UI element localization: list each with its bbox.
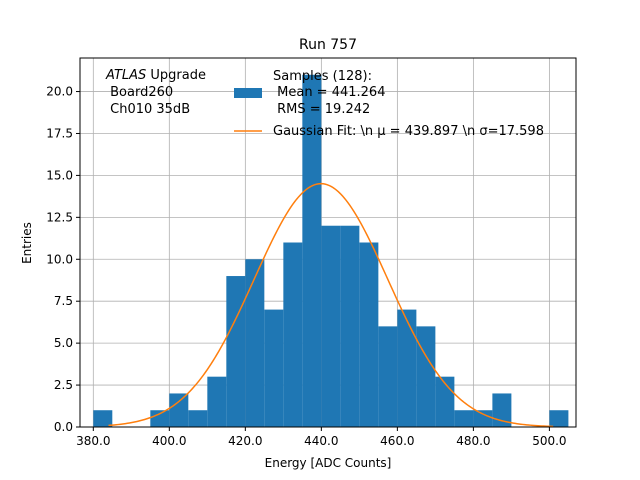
histogram-bar	[245, 259, 265, 427]
y-tick-label: 15.0	[46, 168, 73, 182]
y-tick-label: 0.0	[54, 420, 73, 434]
histogram-bar	[264, 309, 284, 427]
histogram-bar	[169, 393, 189, 427]
histogram-bar	[473, 410, 493, 427]
legend-histogram-swatch	[234, 88, 262, 98]
atlas-annotation: ATLAS Upgrade Board260 Ch010 35dB	[105, 68, 206, 117]
histogram-bar	[397, 309, 417, 427]
y-tick-label: 17.5	[46, 126, 73, 140]
y-tick-label: 7.5	[54, 294, 73, 308]
y-tick-label: 12.5	[46, 210, 73, 224]
atlas-upgrade-text: Upgrade	[146, 68, 206, 83]
histogram-bar	[416, 326, 436, 427]
atlas-italic-text: ATLAS	[105, 68, 146, 83]
chart-title: Run 757	[299, 37, 357, 53]
grid-layer	[80, 58, 576, 428]
bars-layer	[93, 74, 569, 427]
x-tick-label: 440.0	[304, 434, 338, 448]
x-tick-label: 420.0	[228, 434, 262, 448]
y-tick-label: 5.0	[54, 336, 73, 350]
y-tick-label: 10.0	[46, 252, 73, 266]
histogram-bar	[207, 376, 227, 427]
annotation-board: Board260	[106, 85, 173, 100]
histogram-bar	[359, 242, 379, 427]
legend-rms-label: RMS = 19.242	[273, 102, 370, 117]
x-axis-label: Energy [ADC Counts]	[265, 456, 392, 470]
y-axis-label: Entries	[20, 222, 34, 264]
histogram-bar	[226, 276, 246, 427]
annotation-channel: Ch010 35dB	[106, 102, 190, 117]
histogram-bar	[302, 74, 322, 427]
histogram-bar	[549, 410, 569, 427]
svg-text:ATLAS Upgrade: ATLAS Upgrade	[105, 68, 206, 83]
x-ticks: 380.0 400.0 420.0 440.0 460.0 480.0 500.0	[76, 427, 567, 448]
legend: Samples (128): Mean = 441.264 RMS = 19.2…	[234, 69, 544, 139]
x-tick-label: 500.0	[532, 434, 566, 448]
legend-fit-label: Gaussian Fit: \n μ = 439.897 \n σ=17.598	[273, 124, 544, 139]
histogram-bar	[93, 410, 113, 427]
histogram-bar	[454, 410, 474, 427]
y-tick-label: 20.0	[46, 85, 73, 99]
axes-frame	[79, 57, 577, 428]
x-tick-label: 400.0	[152, 434, 186, 448]
histogram-bar	[283, 242, 303, 427]
gaussian-fit-curve	[108, 182, 554, 428]
histogram-bar	[378, 326, 398, 427]
y-ticks: 0.0 2.5 5.0 7.5 10.0 12.5 15.0 17.5 20.0	[46, 85, 80, 434]
legend-samples-label: Samples (128):	[273, 69, 372, 84]
histogram-bar	[188, 410, 208, 427]
histogram-bar	[321, 225, 341, 427]
histogram-bar	[492, 393, 512, 427]
histogram-bar	[340, 225, 360, 427]
x-tick-label: 460.0	[380, 434, 414, 448]
x-tick-label: 380.0	[76, 434, 110, 448]
histogram-bar	[150, 410, 170, 427]
legend-mean-label: Mean = 441.264	[273, 85, 385, 100]
x-tick-label: 480.0	[456, 434, 490, 448]
y-tick-label: 2.5	[54, 378, 73, 392]
